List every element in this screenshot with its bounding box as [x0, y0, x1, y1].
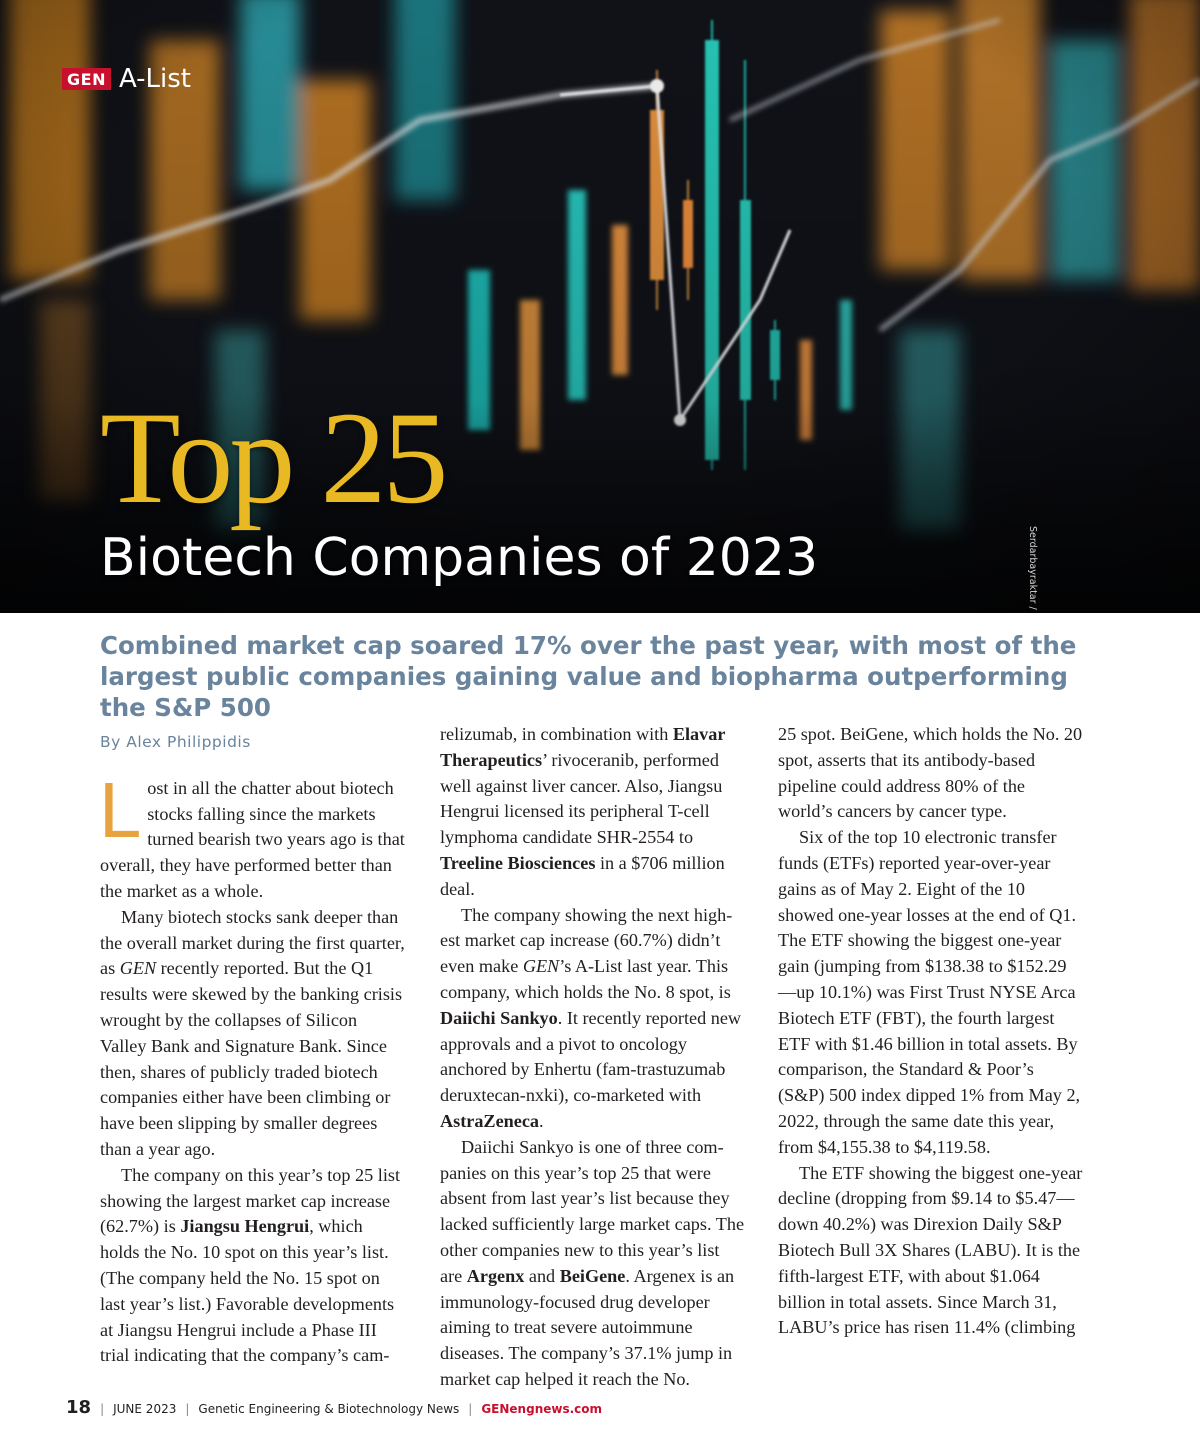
- section-name: A-List: [118, 64, 191, 94]
- candlestick-chart-illustration: [0, 0, 1200, 613]
- site-link[interactable]: GENengnews.com: [481, 1402, 603, 1416]
- company-name: BeiGene: [559, 1265, 626, 1286]
- paragraph: The company on this year’s top 25 list s…: [100, 1164, 401, 1366]
- separator: |: [100, 1402, 105, 1416]
- paragraph: Six of the top 10 electronic transfer fu…: [778, 827, 1081, 1157]
- publication-name: Genetic Engineering & Biotechnology News: [198, 1402, 460, 1416]
- separator: |: [468, 1402, 473, 1416]
- paragraph: relizumab, in combination with Elavar Th…: [440, 724, 726, 899]
- company-name: Jiangsu Hengrui: [180, 1216, 310, 1237]
- paragraph: The ETF showing the biggest one-year dec…: [778, 1162, 1083, 1338]
- drop-cap: L: [98, 768, 140, 855]
- article-deck: Combined market cap soared 17% over the …: [100, 631, 1077, 722]
- company-name: Treeline Biosciences: [440, 852, 596, 873]
- article-subtitle: Biotech Companies of 2023: [100, 528, 819, 588]
- page-footer: 18 | JUNE 2023 | Genetic Engineering & B…: [66, 1397, 602, 1418]
- article-title: Top 25: [100, 384, 448, 531]
- photo-credit: Serdarbayraktar / Getty Images: [1027, 526, 1038, 613]
- hero-image: GEN A-List Top 25 Biotech Companies of 2…: [0, 0, 1200, 613]
- page-number: 18: [66, 1397, 92, 1418]
- section-brand: GEN A-List: [62, 64, 191, 94]
- company-name: Elavar Therapeutics: [440, 724, 726, 770]
- paragraph: Daiichi Sankyo is one of three com­panie…: [440, 1136, 745, 1389]
- byline: By Alex Philippidis: [100, 733, 251, 751]
- text-column-2: relizumab, in combination with Elavar Th…: [440, 722, 746, 1393]
- text-column-3: 25 spot. BeiGene, which holds the No. 20…: [778, 722, 1084, 1341]
- issue-date: JUNE 2023: [113, 1402, 177, 1416]
- company-name: Daiichi Sankyo: [440, 1007, 558, 1028]
- gen-logo: GEN: [62, 68, 111, 90]
- company-name: Argenx: [466, 1265, 525, 1286]
- paragraph: Many biotech stocks sank deeper than the…: [100, 906, 405, 1159]
- paragraph: 25 spot. BeiGene, which holds the No. 20…: [778, 724, 1083, 822]
- company-name: AstraZeneca: [440, 1110, 539, 1131]
- paragraph: The company showing the next high­est ma…: [440, 904, 742, 1131]
- separator: |: [185, 1402, 190, 1416]
